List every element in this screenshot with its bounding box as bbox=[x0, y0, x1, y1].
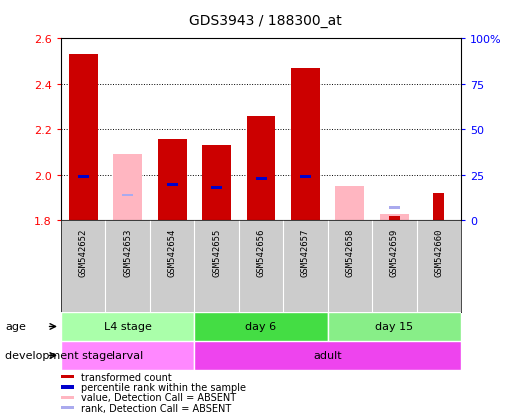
Bar bbox=[335, 187, 365, 221]
Bar bbox=[61, 342, 195, 370]
Text: GSM542654: GSM542654 bbox=[167, 228, 176, 276]
Bar bbox=[113, 155, 142, 221]
Bar bbox=[61, 313, 195, 341]
Text: GSM542653: GSM542653 bbox=[123, 228, 132, 276]
Text: GSM542652: GSM542652 bbox=[78, 228, 87, 276]
Text: transformed count: transformed count bbox=[81, 372, 172, 382]
Bar bbox=[69, 55, 98, 221]
Bar bbox=[434, 194, 444, 221]
Bar bbox=[380, 214, 409, 221]
Text: percentile rank within the sample: percentile rank within the sample bbox=[81, 382, 246, 392]
Bar bbox=[211, 187, 222, 190]
Bar bbox=[61, 406, 74, 409]
Bar bbox=[61, 385, 74, 389]
Bar bbox=[122, 194, 133, 197]
Text: age: age bbox=[5, 322, 26, 332]
Text: larval: larval bbox=[112, 351, 143, 361]
Text: value, Detection Call = ABSENT: value, Detection Call = ABSENT bbox=[81, 392, 236, 402]
Bar bbox=[195, 342, 461, 370]
Bar bbox=[389, 216, 400, 221]
Text: development stage: development stage bbox=[5, 351, 113, 361]
Bar bbox=[195, 313, 328, 341]
Bar bbox=[61, 375, 74, 378]
Bar bbox=[78, 176, 89, 179]
Text: GSM542657: GSM542657 bbox=[301, 228, 310, 276]
Text: day 15: day 15 bbox=[375, 322, 413, 332]
Text: GSM542656: GSM542656 bbox=[257, 228, 266, 276]
Text: L4 stage: L4 stage bbox=[104, 322, 152, 332]
Text: GSM542660: GSM542660 bbox=[435, 228, 444, 276]
Bar bbox=[389, 207, 400, 210]
Text: GSM542655: GSM542655 bbox=[212, 228, 221, 276]
Bar bbox=[166, 183, 178, 186]
Text: GSM542659: GSM542659 bbox=[390, 228, 399, 276]
Bar bbox=[61, 396, 74, 399]
Bar bbox=[255, 178, 267, 180]
Text: day 6: day 6 bbox=[245, 322, 277, 332]
Text: rank, Detection Call = ABSENT: rank, Detection Call = ABSENT bbox=[81, 403, 232, 413]
Bar bbox=[300, 176, 311, 179]
Bar bbox=[157, 139, 187, 221]
Bar bbox=[291, 69, 320, 221]
Text: adult: adult bbox=[313, 351, 342, 361]
Text: GDS3943 / 188300_at: GDS3943 / 188300_at bbox=[189, 14, 341, 28]
Text: GSM542658: GSM542658 bbox=[346, 228, 355, 276]
Bar bbox=[246, 116, 276, 221]
Bar bbox=[328, 313, 461, 341]
Bar bbox=[202, 146, 231, 221]
